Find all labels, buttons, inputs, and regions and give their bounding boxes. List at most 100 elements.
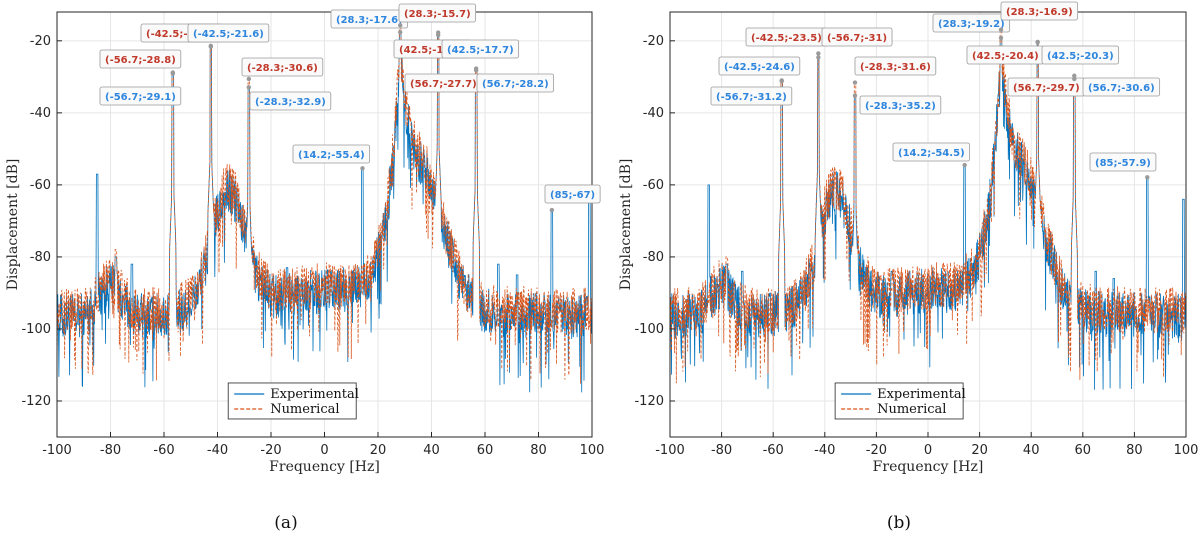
y-tick-label: -100 bbox=[634, 322, 664, 337]
datatip-box bbox=[99, 86, 182, 106]
datatip-box bbox=[1041, 45, 1120, 65]
datatip-label: (-56.7;-28.8) bbox=[105, 55, 176, 66]
y-tick-label: -80 bbox=[643, 250, 664, 265]
datatip-marker bbox=[779, 78, 784, 84]
datatip-marker bbox=[962, 162, 967, 168]
datatip-label: (85;-57.9) bbox=[1095, 158, 1151, 169]
datatip: (56.7;-28.2) bbox=[473, 68, 555, 93]
datatip-label: (-28.3;-35.2) bbox=[865, 101, 936, 112]
datatip-label: (-56.7;-31) bbox=[827, 33, 887, 44]
datatip-box bbox=[398, 3, 477, 23]
x-tick-label: -20 bbox=[260, 443, 281, 458]
datatip-label: (56.7;-29.7) bbox=[1013, 83, 1080, 94]
datatip: (28.3;-19.2) bbox=[932, 13, 1011, 41]
y-tick-label: -120 bbox=[634, 394, 664, 409]
datatip-label: (56.7;-27.7) bbox=[410, 79, 477, 90]
datatip-box bbox=[441, 39, 520, 59]
datatip-marker bbox=[246, 76, 251, 82]
datatip-box bbox=[1000, 1, 1079, 21]
datatip-marker bbox=[170, 71, 176, 76]
y-tick-label: -100 bbox=[21, 322, 51, 337]
datatip-box bbox=[859, 95, 942, 115]
x-tick-label: -60 bbox=[763, 443, 784, 458]
x-tick-label: 100 bbox=[1174, 443, 1199, 458]
legend-label-experimental: Experimental bbox=[877, 387, 966, 402]
datatip-label: (42.5;-20.3) bbox=[1047, 51, 1114, 62]
datatip-label: (85;-67) bbox=[550, 190, 595, 201]
datatip: (56.7;-29.7) bbox=[1007, 73, 1086, 97]
datatip-label: (28.3;-15.7) bbox=[404, 9, 471, 20]
panel-subtitle: (a) bbox=[274, 513, 297, 533]
datatip: (56.7;-30.6) bbox=[1072, 76, 1161, 97]
datatip-label: (42.5;-20.4) bbox=[972, 51, 1039, 62]
datatip: (85;-57.9) bbox=[1089, 152, 1157, 180]
datatip: (-28.3;-30.6) bbox=[241, 57, 324, 82]
datatip-label: (56.7;-30.6) bbox=[1088, 83, 1155, 94]
datatip-box bbox=[1089, 152, 1157, 172]
x-tick-label: 100 bbox=[580, 443, 605, 458]
datatip-label: (-42.5;-21.4) bbox=[146, 29, 217, 40]
x-tick-label: 0 bbox=[320, 443, 328, 458]
x-tick-label: -100 bbox=[655, 443, 685, 458]
datatip: (28.3;-16.9) bbox=[998, 1, 1079, 32]
datatip-marker bbox=[398, 29, 403, 35]
x-tick-label: 80 bbox=[1126, 443, 1143, 458]
datatip-label: (14.2;-55.4) bbox=[298, 150, 365, 161]
datatip: (85;-67) bbox=[544, 184, 601, 213]
y-tick-label: -60 bbox=[643, 178, 664, 193]
y-tick-label: -20 bbox=[643, 34, 664, 49]
datatip-label: (-42.5;-21.6) bbox=[193, 29, 264, 40]
datatip-box bbox=[854, 56, 937, 76]
datatip: (14.2;-54.5) bbox=[892, 142, 971, 168]
datatip: (14.2;-55.4) bbox=[292, 144, 371, 171]
datatip-marker bbox=[1072, 73, 1077, 78]
x-tick-label: 40 bbox=[423, 443, 440, 458]
datatip-label: (28.3;-16.9) bbox=[1006, 7, 1073, 18]
datatip-marker bbox=[473, 68, 479, 73]
datatip-marker bbox=[1072, 76, 1077, 82]
series-line-numerical bbox=[57, 24, 592, 384]
datatip-box bbox=[241, 57, 324, 77]
y-tick-label: -120 bbox=[21, 394, 51, 409]
datatip-marker bbox=[549, 207, 555, 213]
x-tick-label: 20 bbox=[971, 443, 988, 458]
datatip-box bbox=[476, 73, 555, 93]
datatip-label: (28.3;-17.6) bbox=[336, 15, 403, 26]
y-tick-label: -40 bbox=[30, 106, 51, 121]
datatip-box bbox=[99, 49, 182, 69]
x-tick-label: -100 bbox=[42, 443, 72, 458]
datatip: (-56.7;-31.2) bbox=[710, 78, 793, 106]
datatip: (-28.3;-32.9) bbox=[246, 85, 332, 111]
y-tick-label: -80 bbox=[30, 250, 51, 265]
legend-label-numerical: Numerical bbox=[877, 402, 946, 417]
datatip: (-28.3;-31.6) bbox=[852, 56, 937, 85]
datatip-label: (-56.7;-31.2) bbox=[716, 92, 787, 103]
y-tick-label: -60 bbox=[30, 178, 51, 193]
grid bbox=[669, 12, 1187, 437]
datatip: (28.3;-17.6) bbox=[330, 9, 409, 35]
datatip-marker bbox=[816, 55, 821, 60]
datatip-marker bbox=[998, 27, 1004, 32]
x-tick-label: 0 bbox=[924, 443, 932, 458]
datatip-marker bbox=[998, 35, 1004, 41]
datatip-box bbox=[544, 184, 601, 204]
legend-box bbox=[227, 382, 357, 420]
y-tick-label: -20 bbox=[30, 34, 51, 49]
x-axis-label: Frequency [Hz] bbox=[873, 459, 984, 475]
legend-box bbox=[834, 382, 964, 420]
datatip-label: (-42.5;-23.5) bbox=[751, 33, 822, 44]
x-tick-label: -40 bbox=[814, 443, 835, 458]
datatip: (42.5;-20.3) bbox=[1035, 39, 1120, 65]
datatip: (28.3;-15.7) bbox=[398, 3, 477, 28]
datatip-marker bbox=[398, 23, 403, 28]
datatip-label: (-56.7;-29.1) bbox=[105, 92, 176, 103]
panel-subtitle: (b) bbox=[887, 513, 911, 533]
datatip-box bbox=[892, 142, 971, 162]
datatip-box bbox=[718, 56, 801, 76]
series-line-numerical bbox=[670, 24, 1186, 384]
x-tick-label: -80 bbox=[100, 443, 121, 458]
datatip-marker bbox=[1145, 175, 1150, 180]
